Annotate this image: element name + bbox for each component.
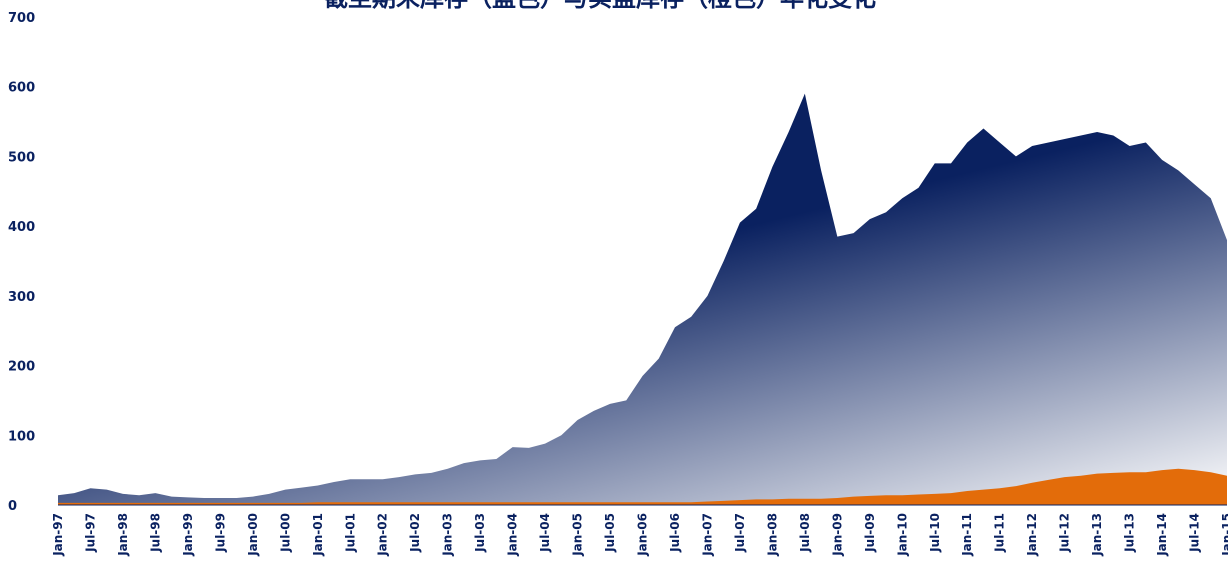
x-tick-label: Jul-10 (928, 513, 942, 553)
area (58, 93, 1227, 505)
x-tick-label: Jan-07 (700, 513, 714, 557)
y-tick-label: 500 (8, 150, 35, 165)
x-tick-label: Jan-15 (1220, 513, 1228, 557)
x-tick-label: Jul-00 (278, 513, 292, 553)
x-tick-label: Jul-01 (343, 513, 357, 553)
x-tick-label: Jan-05 (571, 513, 585, 557)
x-tick-label: Jan-08 (765, 513, 779, 557)
x-tick-label: Jul-07 (733, 513, 747, 553)
x-tick-label: Jan-06 (636, 513, 650, 557)
x-tick-label: Jan-09 (830, 513, 844, 557)
x-tick-label: Jan-00 (246, 513, 260, 557)
x-tick-label: Jan-11 (960, 513, 974, 557)
chart-title: 截至期末库存（蓝色）与实盘库存（橙色）年化变化 (324, 0, 876, 12)
x-tick-label: Jul-08 (798, 513, 812, 553)
x-tick-label: Jan-01 (311, 513, 325, 557)
x-tick-label: Jul-98 (148, 513, 162, 553)
x-tick-label: Jan-99 (181, 513, 195, 557)
y-tick-label: 100 (8, 429, 35, 444)
x-tick-label: Jul-03 (473, 513, 487, 553)
x-tick-label: Jul-06 (668, 513, 682, 553)
x-tick-label: Jul-14 (1188, 513, 1202, 553)
x-tick-label: Jan-03 (441, 513, 455, 557)
x-tick-label: Jan-04 (506, 513, 520, 557)
x-tick-label: Jan-98 (116, 513, 130, 557)
x-tick-label: Jul-02 (408, 513, 422, 553)
x-tick-label: Jan-02 (376, 513, 390, 557)
x-tick-label: Jul-12 (1058, 513, 1072, 553)
y-tick-label: 700 (8, 11, 35, 26)
x-tick-label: Jul-99 (213, 513, 227, 553)
y-tick-label: 0 (8, 499, 17, 514)
x-tick-label: Jan-13 (1090, 513, 1104, 557)
x-tick-label: Jan-10 (895, 513, 909, 557)
x-tick-label: Jul-04 (538, 513, 552, 553)
area (58, 468, 1227, 505)
x-tick-label: Jul-05 (603, 513, 617, 553)
x-tick-label: Jul-11 (993, 513, 1007, 553)
y-tick-label: 200 (8, 360, 35, 375)
x-tick-label: Jan-12 (1025, 513, 1039, 557)
x-tick-label: Jan-14 (1155, 513, 1169, 557)
x-tick-label: Jan-97 (51, 513, 65, 557)
x-tick-label: Jul-97 (83, 513, 97, 553)
y-tick-label: 400 (8, 220, 35, 235)
x-tick-label: Jul-13 (1123, 513, 1137, 553)
x-tick-label: Jul-09 (863, 513, 877, 553)
y-tick-label: 600 (8, 81, 35, 96)
y-tick-label: 300 (8, 290, 35, 305)
